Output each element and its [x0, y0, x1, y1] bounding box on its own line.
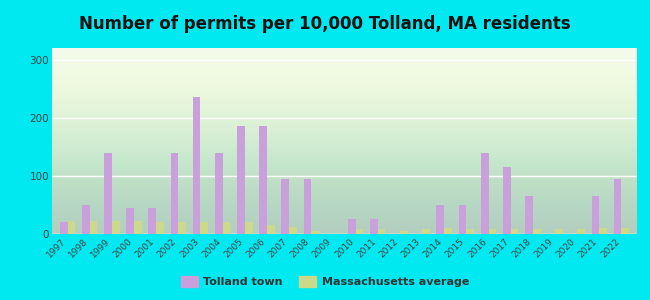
Bar — [148, 208, 156, 234]
Bar — [621, 228, 629, 234]
Bar — [156, 222, 164, 234]
Bar — [170, 153, 178, 234]
Bar — [555, 229, 563, 234]
Text: Number of permits per 10,000 Tolland, MA residents: Number of permits per 10,000 Tolland, MA… — [79, 15, 571, 33]
Bar — [192, 98, 200, 234]
Bar — [370, 220, 378, 234]
Bar — [215, 153, 222, 234]
Bar — [60, 222, 68, 234]
Bar — [356, 229, 363, 234]
Bar — [348, 220, 356, 234]
Bar — [400, 230, 408, 234]
Bar — [599, 228, 607, 234]
Bar — [525, 196, 533, 234]
Bar — [481, 153, 489, 234]
Bar — [112, 221, 120, 234]
Bar — [459, 205, 467, 234]
Bar — [200, 222, 208, 234]
Bar — [281, 179, 289, 234]
Bar — [511, 229, 519, 234]
Bar — [378, 229, 385, 234]
Bar — [533, 229, 541, 234]
Bar — [222, 222, 230, 234]
Bar — [304, 179, 311, 234]
Bar — [614, 179, 621, 234]
Bar — [90, 221, 97, 234]
Bar — [237, 127, 245, 234]
Bar — [467, 229, 474, 234]
Bar — [489, 229, 497, 234]
Bar — [259, 127, 267, 234]
Bar — [289, 227, 297, 234]
Bar — [592, 196, 599, 234]
Legend: Tolland town, Massachusetts average: Tolland town, Massachusetts average — [177, 271, 473, 291]
Bar — [267, 225, 275, 234]
Bar — [134, 221, 142, 234]
Bar — [68, 221, 75, 234]
Bar — [104, 153, 112, 234]
Bar — [503, 167, 511, 234]
Bar — [178, 222, 186, 234]
Bar — [311, 231, 319, 234]
Bar — [444, 228, 452, 234]
Bar — [577, 229, 585, 234]
Bar — [126, 208, 134, 234]
Bar — [422, 229, 430, 234]
Bar — [245, 222, 253, 234]
Bar — [436, 205, 444, 234]
Bar — [82, 205, 90, 234]
